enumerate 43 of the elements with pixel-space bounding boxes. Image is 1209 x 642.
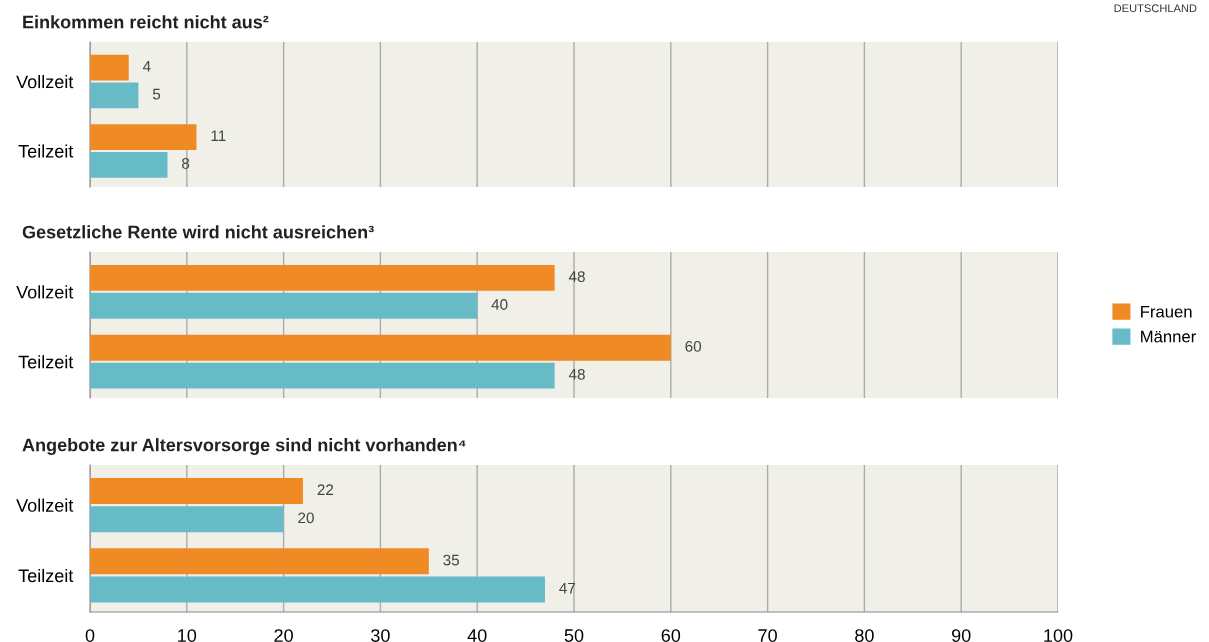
x-tick-label: 90 [952,629,971,642]
bar [90,576,545,603]
legend-label: Männer [1141,330,1196,343]
x-tick-label: 100 [1044,629,1073,642]
data-label: 5 [152,88,161,100]
y-tick-label: Vollzeit [16,285,74,299]
data-label: 20 [298,512,314,524]
x-tick-label: 50 [564,629,584,642]
data-label: 35 [443,554,460,566]
bar [90,54,129,81]
y-tick-label: Vollzeit [16,498,74,512]
x-tick-label: 30 [371,629,390,642]
y-tick-label: Teilzeit [18,568,74,583]
data-label: 60 [685,340,702,352]
x-tick-label: 60 [661,629,681,642]
x-tick-label: 80 [855,629,874,642]
chart-title: Gesetzliche Rente wird nicht ausreichen³ [22,225,374,239]
y-tick-label: Teilzeit [18,355,74,369]
data-label: 48 [568,368,585,380]
data-label: 40 [491,299,508,310]
data-label: 47 [559,582,576,594]
chart-title: Angebote zur Altersvorsorge sind nicht vorhanden⁴ [22,438,466,455]
data-label: 11 [211,130,226,141]
x-tick-label: 20 [274,629,293,642]
x-tick-label: 10 [178,629,197,642]
x-tick-label: 0 [85,629,95,642]
data-label: 22 [317,484,334,495]
text: DEUTSCHLAND [1114,4,1197,13]
chart-title: Einkommen reicht nicht aus² [23,15,269,29]
bar [90,478,303,505]
x-tick-label: 40 [467,629,487,642]
bar [90,82,139,109]
data-label: 48 [568,271,585,282]
bar [90,124,197,150]
bar [90,548,429,575]
data-label: 8 [181,158,190,169]
bar [90,506,284,533]
bar [90,151,168,178]
data-label: 4 [142,61,151,72]
legend-label: Frauen [1141,305,1192,318]
y-tick-label: Vollzeit [16,75,74,89]
x-tick-label: 70 [758,629,777,642]
y-tick-label: Teilzeit [18,144,74,158]
